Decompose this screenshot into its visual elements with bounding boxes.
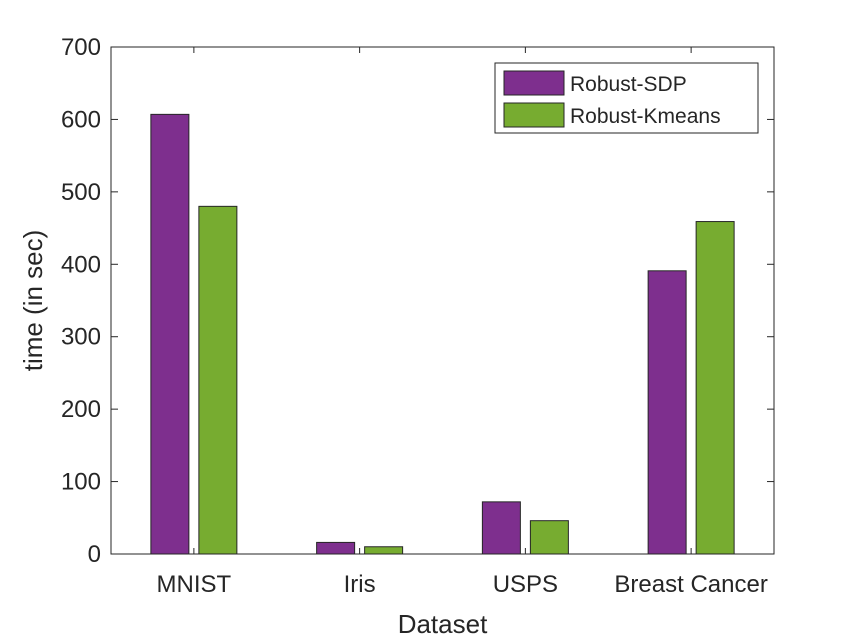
legend-label-robust-kmeans: Robust-Kmeans: [570, 105, 721, 128]
bar-robust-kmeans-mnist: [198, 205, 238, 555]
legend-label-robust-sdp: Robust-SDP: [570, 73, 687, 96]
y-axis-title: time (in sec): [18, 230, 48, 372]
legend-swatch-robust-kmeans: [503, 102, 565, 128]
x-tick-label-breast-cancer: Breast Cancer: [614, 571, 767, 598]
bar-robust-kmeans-iris: [364, 546, 404, 555]
x-axis-title: Dataset: [398, 609, 488, 639]
bar-robust-kmeans-breast-cancer: [695, 221, 735, 555]
x-tick-label-mnist: MNIST: [157, 571, 232, 598]
legend-swatch-robust-sdp: [503, 70, 565, 96]
bar-robust-sdp-iris: [316, 541, 356, 555]
y-tick-label-600: 600: [61, 106, 101, 133]
y-tick-label-500: 500: [61, 179, 101, 206]
y-tick-label-0: 0: [88, 541, 101, 568]
y-tick-label-100: 100: [61, 469, 101, 496]
y-tick-label-300: 300: [61, 324, 101, 351]
bar-robust-sdp-usps: [481, 501, 521, 555]
bar-robust-kmeans-usps: [529, 520, 569, 555]
axes-box: [110, 46, 775, 555]
y-tick-label-200: 200: [61, 396, 101, 423]
bars-group: MNIST Iris USPS Breast Cancer: [150, 47, 768, 598]
bar-robust-sdp-mnist: [150, 113, 190, 555]
legend: Robust-SDP Robust-Kmeans: [494, 62, 759, 134]
bar-robust-sdp-breast-cancer: [647, 270, 687, 555]
x-tick-label-usps: USPS: [493, 571, 558, 598]
y-tick-label-700: 700: [61, 34, 101, 61]
y-tick-label-400: 400: [61, 251, 101, 278]
x-tick-label-iris: Iris: [344, 571, 376, 598]
ticks-group: 0 100 200 300 400 500 600 700: [61, 34, 774, 568]
